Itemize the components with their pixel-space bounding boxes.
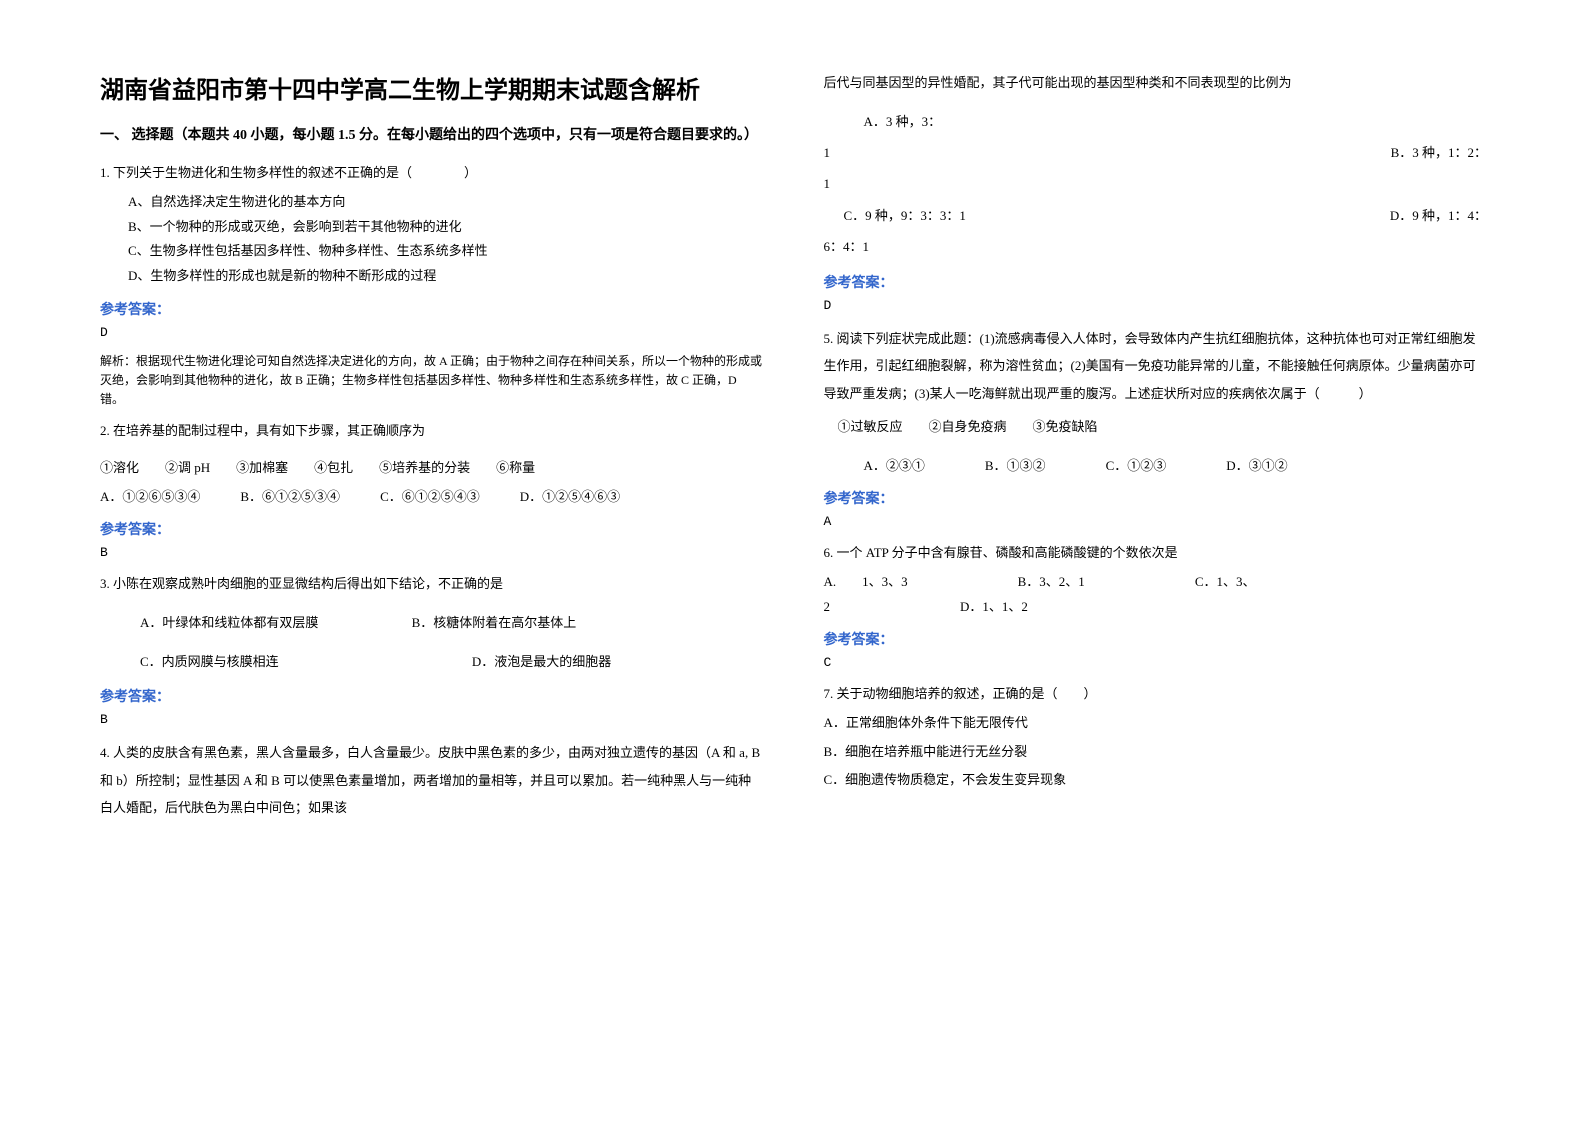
q6-optC: C．1、3、 [1195,570,1256,595]
q1-explain: 解析：根据现代生物进化理论可知自然选择决定进化的方向，故 A 正确；由于物种之间… [100,352,764,410]
q1-stem: 1. 下列关于生物进化和生物多样性的叙述不正确的是（ ） [100,161,764,186]
q6-optC2: 2 [824,595,831,620]
q3-optA: A．叶绿体和线粒体都有双层膜 [100,615,318,630]
q3-stem: 3. 小陈在观察成熟叶肉细胞的亚显微结构后得出如下结论，不正确的是 [100,572,764,597]
q6-options-2: 2 D．1、1、2 [824,595,1488,620]
q2-answer-label: 参考答案： [100,519,764,539]
q4-optB2: 1 [824,168,1488,199]
q2-optB: B．⑥①②⑤③④ [240,485,340,510]
q6-optB: B．3、2、1 [1018,570,1085,595]
left-column: 湖南省益阳市第十四中学高二生物上学期期末试题含解析 一、 选择题（本题共 40 … [100,70,764,1052]
q2-steps: ①溶化 ②调 pH ③加棉塞 ④包扎 ⑤培养基的分装 ⑥称量 [100,456,764,481]
q3-optC: C．内质网膜与核膜相连 [100,654,279,669]
q5-stem: 5. 阅读下列症状完成此题：(1)流感病毒侵入人体时，会导致体内产生抗红细胞抗体… [824,325,1488,407]
q1-answer: D [100,325,764,340]
q5-options: A．②③① B．①③② C．①②③ D．③①② [824,454,1488,479]
q3-options-row1: A．叶绿体和线粒体都有双层膜 B．核糖体附着在高尔基体上 [100,609,764,638]
q5-optA: A．②③① [864,454,925,479]
q7-stem: 7. 关于动物细胞培养的叙述，正确的是（ ） [824,682,1488,707]
q5-answer: A [824,514,1488,529]
q4-optB: B．3 种，1：2： [1169,137,1487,168]
q1-optB: B、一个物种的形成或灭绝，会影响到若干其他物种的进化 [100,215,764,240]
q6-optA: A. 1、3、3 [824,570,908,595]
main-title: 湖南省益阳市第十四中学高二生物上学期期末试题含解析 [100,70,764,105]
q4-optA2: 1 [824,137,1142,168]
section-header: 一、 选择题（本题共 40 小题，每小题 1.5 分。在每小题给出的四个选项中，… [100,125,764,147]
q3-answer: B [100,712,764,727]
q3-answer-label: 参考答案： [100,686,764,706]
q7-optA: A．正常细胞体外条件下能无限传代 [824,711,1488,736]
q4-stem: 4. 人类的皮肤含有黑色素，黑人含量最多，白人含量最少。皮肤中黑色素的多少，由两… [100,739,764,821]
q7-optC: C．细胞遗传物质稳定，不会发生变异现象 [824,768,1488,793]
q5-optD: D．③①② [1226,454,1287,479]
q4-optA: A．3 种，3： [824,106,1488,137]
q3-optB: B．核糖体附着在高尔基体上 [412,615,577,630]
q6-stem: 6. 一个 ATP 分子中含有腺苷、磷酸和高能磷酸键的个数依次是 [824,541,1488,566]
q1-answer-label: 参考答案： [100,299,764,319]
q3-options-row2: C．内质网膜与核膜相连 D．液泡是最大的细胞器 [100,648,764,677]
q2-stem: 2. 在培养基的配制过程中，具有如下步骤，其正确顺序为 [100,419,764,444]
q1-optC: C、生物多样性包括基因多样性、物种多样性、生态系统多样性 [100,239,764,264]
q6-optD: D．1、1、2 [960,595,1028,620]
q4-options: A．3 种，3： 1 B．3 种，1：2： 1 C．9 种，9：3：3：1 D．… [824,106,1488,262]
q5-optC: C．①②③ [1106,454,1167,479]
q4-optD2: 6：4：1 [824,231,1488,262]
q7-optB: B．细胞在培养瓶中能进行无丝分裂 [824,740,1488,765]
q2-optD: D．①②⑤④⑥③ [520,485,620,510]
q5-optB: B．①③② [985,454,1046,479]
q4-stem2: 后代与同基因型的异性婚配，其子代可能出现的基因型种类和不同表现型的比例为 [824,70,1488,96]
q6-answer: C [824,655,1488,670]
q2-optC: C．⑥①②⑤④③ [380,485,480,510]
q4-optD: D．9 种，1：4： [1169,200,1487,231]
q4-answer-label: 参考答案： [824,272,1488,292]
q2-optA: A．①②⑥⑤③④ [100,485,200,510]
q6-options: A. 1、3、3 B．3、2、1 C．1、3、 [824,570,1488,595]
q2-answer: B [100,545,764,560]
q5-types: ①过敏反应 ②自身免疫病 ③免疫缺陷 [824,415,1488,440]
q5-answer-label: 参考答案： [824,488,1488,508]
q3-optD: D．液泡是最大的细胞器 [472,654,611,669]
q1-optD: D、生物多样性的形成也就是新的物种不断形成的过程 [100,264,764,289]
q2-options: A．①②⑥⑤③④ B．⑥①②⑤③④ C．⑥①②⑤④③ D．①②⑤④⑥③ [100,485,764,510]
right-column: 后代与同基因型的异性婚配，其子代可能出现的基因型种类和不同表现型的比例为 A．3… [824,70,1488,1052]
q4-optC: C．9 种，9：3：3：1 [824,200,1142,231]
q6-answer-label: 参考答案： [824,629,1488,649]
q4-answer: D [824,298,1488,313]
q1-optA: A、自然选择决定生物进化的基本方向 [100,190,764,215]
